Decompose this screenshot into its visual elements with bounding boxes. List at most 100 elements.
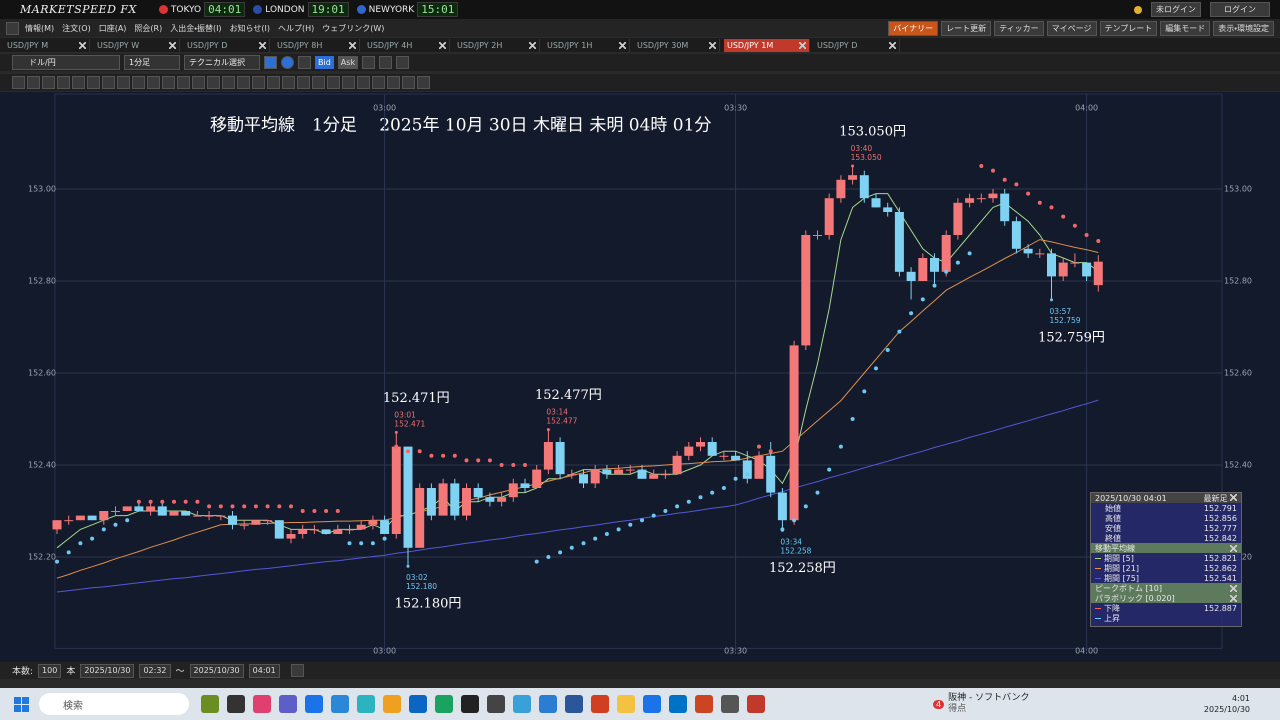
close-icon[interactable]: [1230, 493, 1237, 501]
taskbar-app[interactable]: [435, 695, 453, 713]
taskbar-app[interactable]: [669, 695, 687, 713]
drawing-tool[interactable]: [402, 76, 415, 89]
drawing-tool[interactable]: [342, 76, 355, 89]
taskbar-app[interactable]: [617, 695, 635, 713]
menu-item[interactable]: ウェブリンク(W): [322, 23, 385, 33]
toolbar-button[interactable]: ティッカー: [994, 20, 1044, 36]
count-select[interactable]: 100: [38, 663, 62, 678]
chart-tab[interactable]: USD/JPY 4H: [364, 38, 450, 52]
menu-item[interactable]: 照会(R): [134, 23, 163, 33]
toolbar-button[interactable]: 表示・環境設定: [1213, 20, 1274, 36]
login-button[interactable]: ログイン: [1210, 2, 1270, 17]
zoom-icon[interactable]: [396, 56, 410, 69]
chart-tab[interactable]: USD/JPY D: [184, 38, 270, 52]
chart-tab[interactable]: USD/JPY 2H: [454, 38, 540, 52]
ask-toggle[interactable]: Ask: [337, 56, 359, 69]
tab-close[interactable]: [799, 41, 806, 49]
drawing-tool[interactable]: [192, 76, 205, 89]
taskbar-app[interactable]: [305, 695, 323, 713]
drawing-tool[interactable]: [372, 76, 385, 89]
menu-item[interactable]: ヘルプ(H): [278, 23, 315, 33]
drawing-tool[interactable]: [57, 76, 70, 89]
drawing-tool[interactable]: [327, 76, 340, 89]
drawing-tool[interactable]: [132, 76, 145, 89]
tab-close[interactable]: [889, 41, 896, 49]
drawing-tool[interactable]: [357, 76, 370, 89]
tool-icon[interactable]: [264, 56, 277, 69]
chart-tab[interactable]: USD/JPY 1H: [544, 38, 630, 52]
bid-toggle[interactable]: Bid: [315, 56, 334, 69]
toolbar-button[interactable]: バイナリー: [888, 20, 939, 36]
from-date[interactable]: 2025/10/30: [80, 663, 135, 678]
tab-close[interactable]: [709, 41, 716, 49]
search-box[interactable]: 検索: [39, 693, 189, 715]
menu-item[interactable]: 口座(A): [98, 23, 127, 33]
taskbar-app[interactable]: [565, 695, 583, 713]
tab-close[interactable]: [439, 41, 446, 49]
close-icon[interactable]: [1230, 584, 1237, 592]
drawing-tool[interactable]: [72, 76, 85, 89]
taskbar-app[interactable]: [513, 695, 531, 713]
drawing-tool[interactable]: [27, 76, 40, 89]
chart-tab[interactable]: USD/JPY W: [94, 38, 180, 52]
drawing-tool[interactable]: [237, 76, 250, 89]
toolbar-button[interactable]: テンプレート: [1099, 20, 1158, 36]
pair-select[interactable]: ドル/円: [12, 55, 120, 70]
tab-close[interactable]: [349, 41, 356, 49]
menu-item[interactable]: 情報(M): [25, 23, 55, 33]
taskbar-app[interactable]: [487, 695, 505, 713]
menu-icon[interactable]: [6, 21, 19, 35]
chart-tab[interactable]: USD/JPY 30M: [634, 38, 720, 52]
drawing-tool[interactable]: [87, 76, 100, 89]
chart-tab[interactable]: USD/JPY 8H: [274, 38, 360, 52]
drawing-tool[interactable]: [267, 76, 280, 89]
menu-item[interactable]: 入出金・振替(I): [170, 23, 222, 33]
taskbar-app[interactable]: [253, 695, 271, 713]
drawing-tool[interactable]: [222, 76, 235, 89]
technical-select[interactable]: テクニカル選択: [184, 55, 260, 70]
chart-tab[interactable]: USD/JPY M: [4, 38, 90, 52]
drawing-tool[interactable]: [42, 76, 55, 89]
tool-icon[interactable]: [362, 56, 376, 69]
news-widget[interactable]: 4 阪神 - ソフトバンク 得点: [933, 693, 1030, 715]
close-icon[interactable]: [1230, 594, 1237, 602]
drawing-tool[interactable]: [282, 76, 295, 89]
tab-close[interactable]: [529, 41, 536, 49]
drawing-tool[interactable]: [252, 76, 265, 89]
from-time[interactable]: 02:32: [139, 663, 171, 678]
toolbar-button[interactable]: レート更新: [941, 20, 992, 36]
toolbar-button[interactable]: マイページ: [1046, 20, 1097, 36]
taskbar-app[interactable]: [357, 695, 375, 713]
tool-icon[interactable]: [298, 56, 311, 69]
start-button[interactable]: [14, 696, 29, 712]
menu-item[interactable]: 注文(O): [62, 23, 91, 33]
taskbar-app[interactable]: [201, 695, 219, 713]
to-time[interactable]: 04:01: [248, 663, 280, 678]
drawing-tool[interactable]: [147, 76, 160, 89]
toolbar-button[interactable]: 編集モード: [1160, 20, 1211, 36]
drawing-tool[interactable]: [417, 76, 430, 89]
drawing-tool[interactable]: [207, 76, 220, 89]
taskbar-app[interactable]: [461, 695, 479, 713]
close-icon[interactable]: [1230, 544, 1237, 552]
taskbar-app[interactable]: [227, 695, 245, 713]
taskbar-app[interactable]: [747, 695, 765, 713]
drawing-tool[interactable]: [102, 76, 115, 89]
taskbar-app[interactable]: [539, 695, 557, 713]
drawing-tool[interactable]: [387, 76, 400, 89]
drawing-tool[interactable]: [117, 76, 130, 89]
drawing-tool[interactable]: [297, 76, 310, 89]
taskbar-app[interactable]: [409, 695, 427, 713]
chart-tab[interactable]: USD/JPY 1M: [724, 38, 810, 52]
menu-item[interactable]: お知らせ(I): [229, 23, 271, 33]
interval-select[interactable]: 1分足: [124, 55, 180, 70]
tab-close[interactable]: [259, 41, 266, 49]
drawing-tool[interactable]: [312, 76, 325, 89]
tab-close[interactable]: [619, 41, 626, 49]
tab-close[interactable]: [79, 41, 86, 49]
chart-tab[interactable]: USD/JPY D: [814, 38, 900, 52]
drawing-tool[interactable]: [12, 76, 25, 89]
zoom-icon[interactable]: [379, 56, 393, 69]
refresh-icon[interactable]: [290, 664, 304, 677]
taskbar-app[interactable]: [591, 695, 609, 713]
